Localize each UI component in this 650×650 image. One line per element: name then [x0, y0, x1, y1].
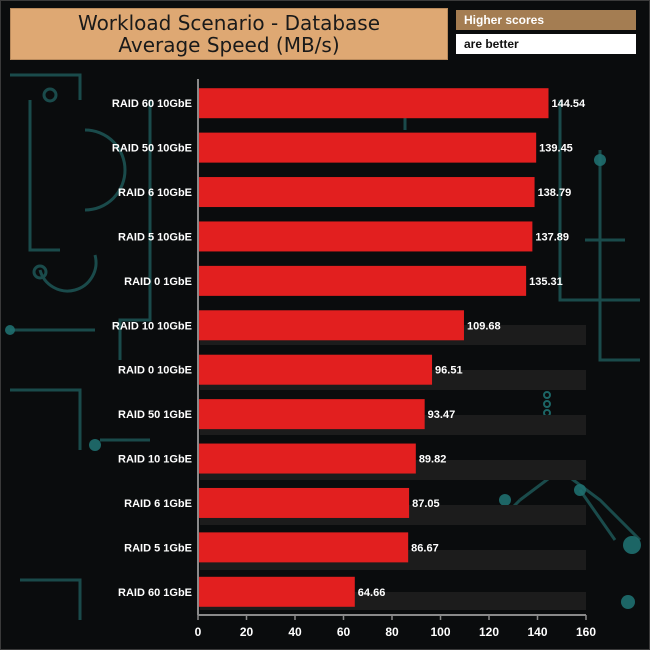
category-label: RAID 6 1GbE — [124, 498, 192, 510]
category-label: RAID 10 10GbE — [112, 320, 192, 332]
chart-title: Workload Scenario - Database — [77, 11, 381, 35]
category-label: RAID 50 1GbE — [118, 409, 192, 421]
bar — [198, 399, 425, 430]
category-label: RAID 10 1GbE — [118, 454, 192, 466]
bar — [198, 576, 355, 607]
value-label: 138.79 — [538, 187, 572, 199]
bar — [198, 310, 464, 341]
value-label: 87.05 — [412, 498, 440, 510]
legend-are-better: are better — [456, 34, 636, 54]
chart-title-box: Workload Scenario - Database Average Spe… — [10, 8, 448, 60]
value-label: 96.51 — [435, 365, 463, 377]
bar — [198, 443, 416, 474]
bar — [198, 177, 535, 208]
value-label: 139.45 — [539, 143, 573, 155]
x-tick-label: 120 — [479, 625, 499, 639]
bar — [198, 132, 537, 163]
bar — [198, 532, 409, 563]
x-tick-label: 80 — [385, 625, 399, 639]
x-tick-label: 60 — [337, 625, 351, 639]
legend-higher-scores: Higher scores — [456, 10, 636, 30]
bar — [198, 354, 433, 385]
value-label: 137.89 — [535, 231, 569, 243]
value-label: 93.47 — [428, 409, 456, 421]
value-label: 144.54 — [552, 98, 587, 110]
category-label: RAID 0 1GbE — [124, 276, 192, 288]
x-tick-label: 20 — [240, 625, 254, 639]
category-label: RAID 60 1GbE — [118, 587, 192, 599]
value-label: 135.31 — [529, 276, 563, 288]
x-tick-label: 160 — [576, 625, 596, 639]
category-label: RAID 5 1GbE — [124, 542, 192, 554]
category-label: RAID 5 10GbE — [118, 231, 192, 243]
category-label: RAID 60 10GbE — [112, 98, 192, 110]
value-label: 109.68 — [467, 320, 501, 332]
bar — [198, 221, 533, 252]
x-tick-label: 100 — [430, 625, 450, 639]
x-tick-label: 140 — [527, 625, 547, 639]
x-tick-label: 0 — [195, 625, 202, 639]
x-tick-label: 40 — [288, 625, 302, 639]
value-label: 86.67 — [411, 542, 439, 554]
bar — [198, 265, 527, 296]
bar — [198, 487, 410, 518]
chart-subtitle: Average Speed (MB/s) — [118, 33, 340, 57]
category-label: RAID 6 10GbE — [118, 187, 192, 199]
category-label: RAID 0 10GbE — [118, 365, 192, 377]
category-label: RAID 50 10GbE — [112, 143, 192, 155]
bar — [198, 88, 549, 119]
value-label: 64.66 — [358, 587, 386, 599]
value-label: 89.82 — [419, 454, 447, 466]
